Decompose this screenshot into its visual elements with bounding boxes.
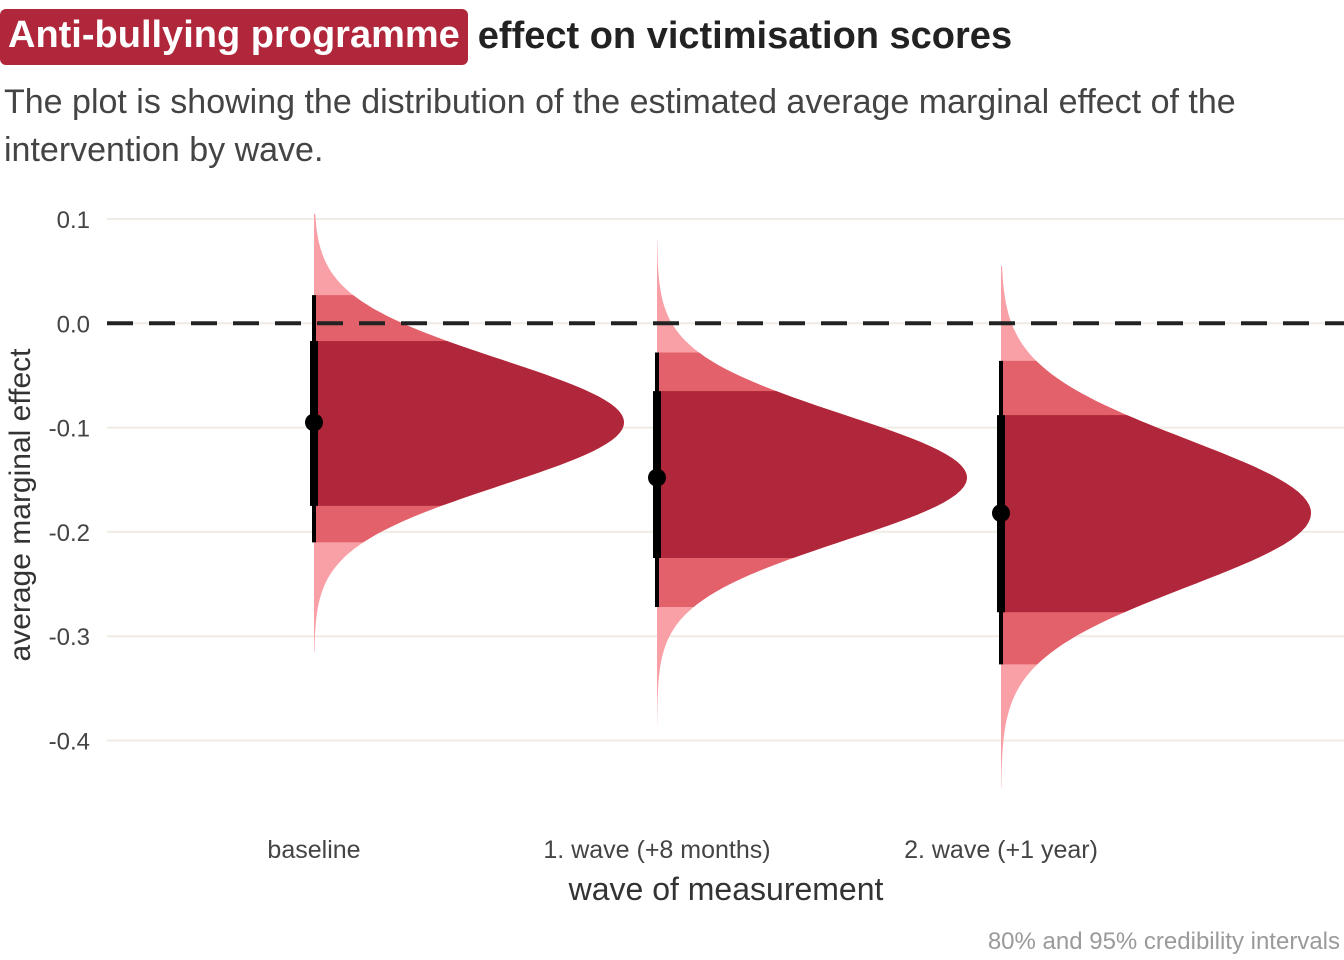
chart-caption: 80% and 95% credibility intervals	[987, 928, 1340, 955]
x-tick-label: 2. wave (+1 year)	[904, 836, 1098, 864]
y-tick-label: -0.1	[49, 416, 90, 443]
density-80-band	[1001, 415, 1311, 613]
density-2	[657, 239, 967, 725]
y-tick-label: 0.1	[57, 207, 90, 234]
density-80-band	[314, 341, 624, 506]
y-tick-label: 0.0	[57, 311, 90, 338]
y-tick-label: -0.2	[49, 520, 90, 547]
x-tick-label: baseline	[267, 836, 360, 864]
density-1	[314, 213, 624, 652]
x-axis-title: wave of measurement	[568, 871, 884, 907]
title-text: effect on victimisation scores	[477, 15, 1013, 58]
chart-title: Anti-bullying programme effect on victim…	[0, 6, 1012, 68]
median-point	[648, 468, 666, 487]
y-tick-label: -0.3	[49, 624, 90, 651]
title-highlight: Anti-bullying programme	[0, 9, 468, 65]
median-point	[305, 413, 323, 432]
y-tick-label: -0.4	[49, 729, 90, 756]
density-3	[1001, 265, 1311, 788]
density-80-band	[657, 391, 967, 558]
x-tick-label: 1. wave (+8 months)	[543, 836, 770, 864]
chart-subtitle: The plot is showing the distribution of …	[4, 83, 1236, 169]
median-point	[992, 504, 1010, 523]
y-axis-title: average marginal effect	[4, 348, 37, 662]
